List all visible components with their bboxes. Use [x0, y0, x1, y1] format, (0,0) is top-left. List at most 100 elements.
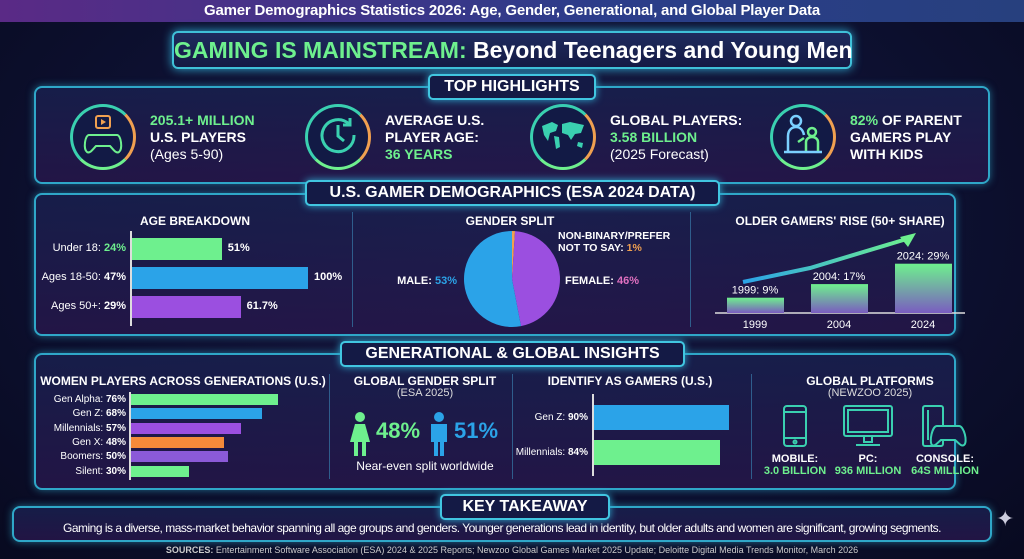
older-bar	[895, 263, 952, 313]
headline-highlight: GAMING IS MAINSTREAM:	[174, 37, 467, 63]
identify-bar	[594, 440, 720, 465]
highlight-line-1: 205.1+ MILLION	[150, 112, 255, 128]
women-bar	[131, 465, 189, 477]
age-share: 47%	[103, 271, 126, 283]
highlight-percent: 82%	[850, 112, 879, 128]
age-bar-value: 100%	[314, 271, 343, 283]
women-share: 57%	[105, 422, 126, 434]
women-share: 48%	[105, 436, 126, 448]
highlight-line-2: GAMERS PLAY	[850, 129, 952, 145]
age-bar	[132, 238, 222, 260]
highlight-icon-ring	[305, 104, 371, 170]
older-x-tick: 1999	[743, 319, 767, 331]
women-bar	[131, 422, 241, 434]
female-label: FEMALE: 46%	[565, 275, 639, 287]
highlight-line-3: (Ages 5-90)	[150, 146, 224, 162]
platform-value: 3.0 BILLION	[763, 465, 827, 477]
age-axis	[130, 231, 132, 326]
women-bar	[131, 451, 228, 463]
highlight-line-1: AVERAGE U.S.	[385, 112, 485, 128]
highlight-icon-ring	[70, 104, 136, 170]
identify-category-label: Gen Z: 90%	[534, 412, 588, 423]
age-share: 24%	[103, 242, 126, 254]
sparkle-icon: ✦	[996, 506, 1015, 531]
older-x-tick: 2024	[911, 319, 935, 331]
headline-banner: GAMING IS MAINSTREAM: Beyond Teenagers a…	[172, 31, 853, 69]
women-category-label: Boomers: 50%	[60, 451, 126, 463]
women-generations-title: WOMEN PLAYERS ACROSS GENERATIONS (U.S.)	[40, 374, 326, 388]
highlight-line-1b: OF PARENT	[878, 112, 962, 128]
women-bar	[131, 408, 263, 420]
female-figure-icon	[350, 412, 370, 456]
divider	[690, 212, 691, 327]
takeaway-header: KEY TAKEAWAY	[440, 494, 610, 520]
global-male-share: 51%	[454, 418, 499, 443]
global-insights-header: GENERATIONAL & GLOBAL INSIGHTS	[340, 341, 685, 367]
gamepad-icon	[81, 113, 125, 162]
gender-pie	[464, 231, 560, 327]
women-category-label: Silent: 30%	[75, 465, 126, 477]
sources: SOURCES: Entertainment Software Associat…	[165, 545, 859, 555]
women-category-label: Gen X: 48%	[72, 436, 126, 448]
generation: Gen Z	[534, 412, 563, 423]
generation: Millennials	[515, 447, 563, 458]
global-female-share: 48%	[376, 418, 421, 443]
global-gender-subtitle: (ESA 2025)	[396, 387, 454, 399]
women-category-label: Gen Z: 68%	[72, 408, 126, 420]
smartphone-icon	[769, 404, 821, 453]
women-bar	[131, 436, 224, 448]
age-bar	[132, 267, 308, 289]
older-gamers-title: OLDER GAMERS' RISE (50+ SHARE)	[735, 214, 945, 228]
platforms-title: GLOBAL PLATFORMS	[806, 374, 934, 388]
women-axis	[129, 392, 131, 480]
generation: Silent	[75, 465, 101, 477]
pie-slice-female	[512, 231, 560, 327]
pie-slice-male	[464, 231, 521, 327]
trend-arrowhead	[900, 233, 916, 247]
older-bar-label: 2004: 17%	[813, 271, 866, 283]
identify-category-label: Millennials: 84%	[515, 447, 588, 458]
highlights-header: TOP HIGHLIGHTS	[428, 74, 596, 100]
trend-arrow	[742, 236, 911, 284]
age-bar	[132, 296, 241, 318]
older-x-tick: 2004	[827, 319, 851, 331]
highlight-line-3: 36 YEARS	[385, 146, 453, 162]
age-category: Ages 18-50	[41, 271, 98, 283]
older-gamers-chart: 1999: 9% 1999 2004: 17% 2004 2024: 29% 2024	[715, 233, 965, 331]
generation: Gen Alpha	[53, 394, 101, 405]
headline-rest: Beyond Teenagers and Young Men	[466, 37, 853, 63]
older-bar-label: 1999: 9%	[732, 285, 779, 297]
highlight-icon-ring	[770, 104, 836, 170]
platform-label: PC:	[858, 453, 878, 465]
divider	[512, 374, 513, 479]
older-bar	[727, 297, 784, 313]
highlight-line-1: GLOBAL PLAYERS:	[610, 112, 743, 128]
women-category-label: Gen Alpha: 76%	[53, 394, 126, 405]
generation: Gen X	[72, 436, 101, 448]
highlight-line-2: 3.58 BILLION	[610, 129, 698, 145]
women-share: 76%	[105, 394, 126, 405]
divider	[352, 212, 353, 327]
platform-label: MOBILE:	[771, 453, 819, 465]
age-category: Under 18	[52, 242, 98, 254]
highlight-icon-ring	[530, 104, 596, 170]
highlight-text: 205.1+ MILLION U.S. PLAYERS (Ages 5-90)	[150, 112, 255, 163]
highlight-line-3: (2025 Forecast)	[610, 146, 709, 162]
older-bar-label: 2024: 29%	[897, 251, 950, 263]
platform-value: 64S MILLION	[911, 465, 979, 477]
age-share: 29%	[103, 300, 126, 312]
male-label: MALE: 53%	[397, 275, 457, 287]
takeaway-text: Gaming is a diverse, mass-market behavio…	[62, 521, 942, 535]
highlight-line-1: 82% OF PARENT	[850, 112, 962, 129]
divider	[751, 374, 752, 479]
older-bar	[811, 284, 868, 313]
pie-slice-non-binary	[512, 231, 516, 279]
highlight-line-2: PLAYER AGE:	[385, 129, 479, 145]
divider	[329, 374, 330, 479]
age-bar-value: 61.7%	[246, 300, 278, 312]
monitor-icon	[842, 404, 894, 453]
highlight-line-3: WITH KIDS	[850, 146, 924, 162]
identify-bar	[594, 405, 729, 430]
women-category-label: Millennials: 57%	[53, 422, 126, 434]
identify-gamers-title: IDENTIFY AS GAMERS (U.S.)	[547, 374, 713, 388]
